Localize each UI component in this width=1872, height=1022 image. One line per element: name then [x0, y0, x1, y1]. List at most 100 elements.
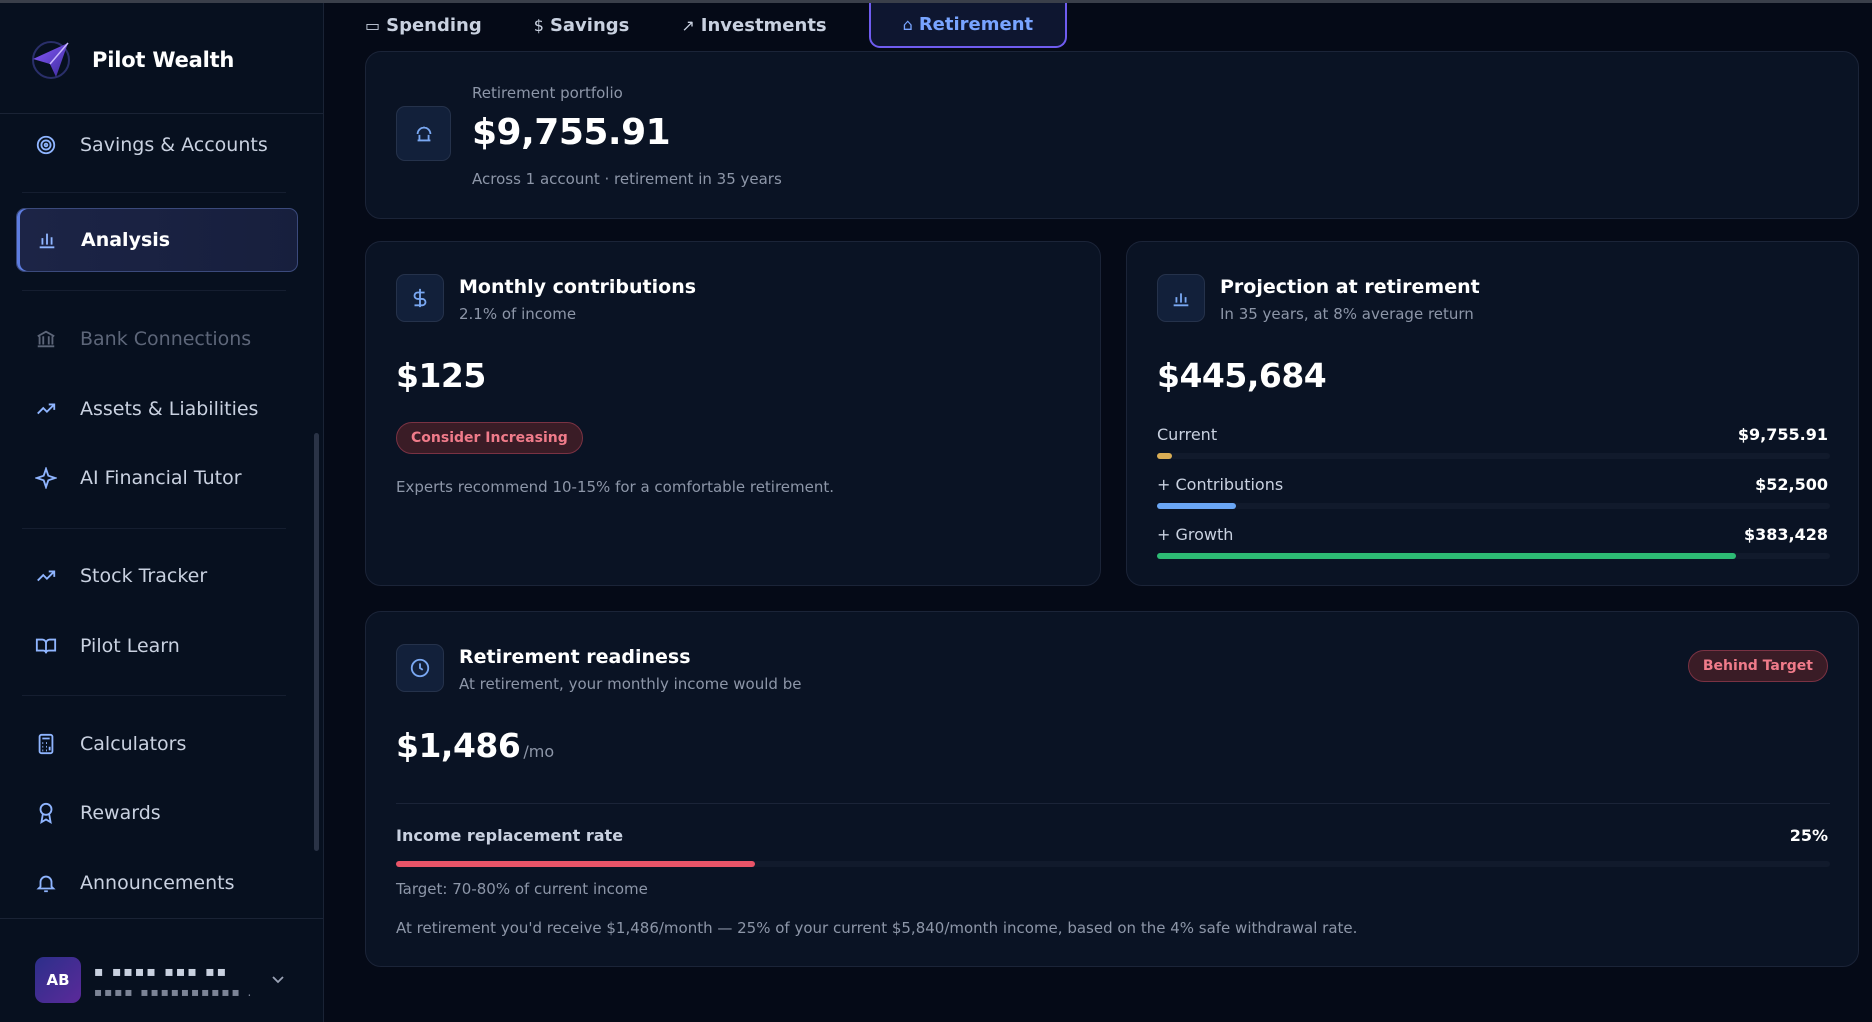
monthly-income: $1,486 /mo — [396, 726, 554, 765]
sidebar-item-label: Assets & Liabilities — [80, 398, 259, 420]
status-badge: Behind Target — [1687, 650, 1828, 682]
progress-bar-current — [1157, 453, 1830, 459]
bar-chart-icon — [35, 228, 59, 252]
progress-bar-contributions — [1157, 503, 1830, 509]
bank-icon — [34, 327, 58, 351]
tab-savings[interactable]: $ Savings — [534, 3, 656, 48]
sidebar-scrollbar[interactable] — [314, 433, 319, 851]
progress-fill — [1157, 553, 1736, 559]
divider — [22, 528, 286, 529]
window-top-border — [0, 0, 1872, 3]
card-subtitle: In 35 years, at 8% average return — [1220, 305, 1474, 323]
card-title: Projection at retirement — [1220, 276, 1480, 298]
retirement-portfolio-card: Retirement portfolio $9,755.91 Across 1 … — [365, 51, 1859, 219]
tab-spending[interactable]: ▭ Spending — [365, 3, 508, 48]
tab-retirement[interactable]: ⌂ Retirement — [868, 3, 1068, 48]
progress-fill — [396, 861, 755, 867]
status-badge: Consider Increasing — [396, 422, 583, 454]
sidebar: Pilot Wealth Savings & Accounts Analysis… — [0, 3, 324, 1022]
main-content: ▭ Spending $ Savings ↗ Investments ⌂ Ret… — [325, 3, 1872, 1022]
target-icon — [34, 133, 58, 157]
sidebar-item-pilot-learn[interactable]: Pilot Learn — [16, 614, 298, 678]
divider — [22, 290, 286, 291]
recommendation-note: Experts recommend 10-15% for a comfortab… — [396, 478, 835, 496]
projection-card: Projection at retirement In 35 years, at… — [1126, 241, 1859, 586]
progress-fill — [1157, 453, 1172, 459]
avatar: AB — [35, 957, 81, 1003]
sidebar-item-savings-accounts[interactable]: Savings & Accounts — [16, 113, 298, 177]
row-growth-value: $383,428 — [1743, 525, 1828, 544]
divider — [396, 803, 1830, 804]
sidebar-item-label: Calculators — [80, 733, 187, 755]
sidebar-item-announcements[interactable]: Announcements — [16, 851, 298, 915]
sidebar-item-ai-financial-tutor[interactable]: AI Financial Tutor — [16, 446, 298, 510]
tab-investments[interactable]: ↗ Investments — [681, 3, 852, 48]
retirement-readiness-card: Retirement readiness At retirement, your… — [365, 611, 1859, 967]
divider — [22, 695, 286, 696]
portfolio-value: $9,755.91 — [472, 112, 671, 153]
tab-label: Spending — [386, 15, 482, 36]
monthly-income-value: $1,486 — [396, 726, 521, 765]
card-title: Monthly contributions — [459, 276, 697, 298]
progress-bar-replacement-rate — [396, 861, 1830, 867]
monthly-contributions-card: Monthly contributions 2.1% of income $12… — [365, 241, 1101, 586]
umbrella-icon — [396, 106, 451, 161]
user-menu[interactable]: AB ▪ ▪▪▪▪ ▪▪▪ ▪▪ ▪▪▪▪ ▪▪▪▪▪▪▪▪▪▪ . — [0, 918, 324, 1022]
user-email: ▪▪▪▪ ▪▪▪▪▪▪▪▪▪▪ . — [94, 985, 254, 999]
sidebar-item-rewards[interactable]: Rewards — [16, 781, 298, 845]
tab-label: Retirement — [918, 14, 1034, 35]
contribution-value: $125 — [396, 356, 486, 395]
brand-name: Pilot Wealth — [92, 48, 235, 72]
target-note: Target: 70-80% of current income — [396, 880, 648, 898]
bell-icon — [34, 871, 58, 895]
card-subtitle: At retirement, your monthly income would… — [459, 675, 802, 693]
row-current-label: Current — [1157, 425, 1218, 444]
row-contributions-value: $52,500 — [1755, 475, 1828, 494]
rate-value: 25% — [1789, 826, 1828, 845]
row-contributions-label: + Contributions — [1157, 475, 1284, 494]
portfolio-sub: Across 1 account · retirement in 35 year… — [472, 170, 782, 188]
sidebar-item-label: Rewards — [80, 802, 161, 824]
monthly-income-unit: /mo — [523, 742, 555, 761]
sidebar-item-label: Savings & Accounts — [80, 134, 268, 156]
sidebar-item-analysis[interactable]: Analysis — [16, 208, 298, 272]
sidebar-item-label: Analysis — [81, 229, 171, 251]
chevron-down-icon[interactable] — [270, 971, 286, 987]
sidebar-item-label: Announcements — [80, 872, 235, 894]
row-current-value: $9,755.91 — [1737, 425, 1828, 444]
dollar-icon — [396, 274, 444, 322]
book-icon — [34, 634, 58, 658]
sidebar-item-calculators[interactable]: Calculators — [16, 712, 298, 776]
clock-icon — [396, 644, 444, 692]
divider — [22, 192, 286, 193]
sidebar-item-label: AI Financial Tutor — [80, 467, 242, 489]
calculator-icon — [34, 732, 58, 756]
projection-value: $445,684 — [1157, 356, 1327, 395]
award-icon — [34, 801, 58, 825]
progress-bar-growth — [1157, 553, 1830, 559]
card-subtitle: 2.1% of income — [459, 305, 577, 323]
tab-bar: ▭ Spending $ Savings ↗ Investments ⌂ Ret… — [365, 3, 1093, 48]
dollar-icon: $ — [533, 16, 544, 35]
trend-up-icon — [34, 397, 58, 421]
sidebar-item-assets-liabilities[interactable]: Assets & Liabilities — [16, 377, 298, 441]
rate-label: Income replacement rate — [396, 826, 624, 845]
paper-plane-logo-icon — [32, 41, 70, 79]
progress-fill — [1157, 503, 1237, 509]
sparkle-icon — [34, 466, 58, 490]
sidebar-item-label: Bank Connections — [80, 328, 252, 350]
sidebar-item-bank-connections[interactable]: Bank Connections — [16, 307, 298, 371]
sidebar-item-label: Pilot Learn — [80, 635, 180, 657]
portfolio-label: Retirement portfolio — [472, 84, 623, 102]
sidebar-item-label: Stock Tracker — [80, 565, 208, 587]
bar-chart-icon — [1157, 274, 1205, 322]
user-name: ▪ ▪▪▪▪ ▪▪▪ ▪▪ — [94, 964, 229, 980]
brand[interactable]: Pilot Wealth — [28, 37, 234, 83]
umbrella-icon: ⌂ — [902, 15, 913, 34]
row-growth-label: + Growth — [1157, 525, 1234, 544]
trend-up-icon: ↗ — [681, 16, 695, 35]
card-title: Retirement readiness — [459, 646, 691, 668]
sidebar-item-stock-tracker[interactable]: Stock Tracker — [16, 544, 298, 608]
readiness-explanation: At retirement you'd receive $1,486/month… — [396, 919, 1358, 937]
divider — [0, 113, 324, 114]
